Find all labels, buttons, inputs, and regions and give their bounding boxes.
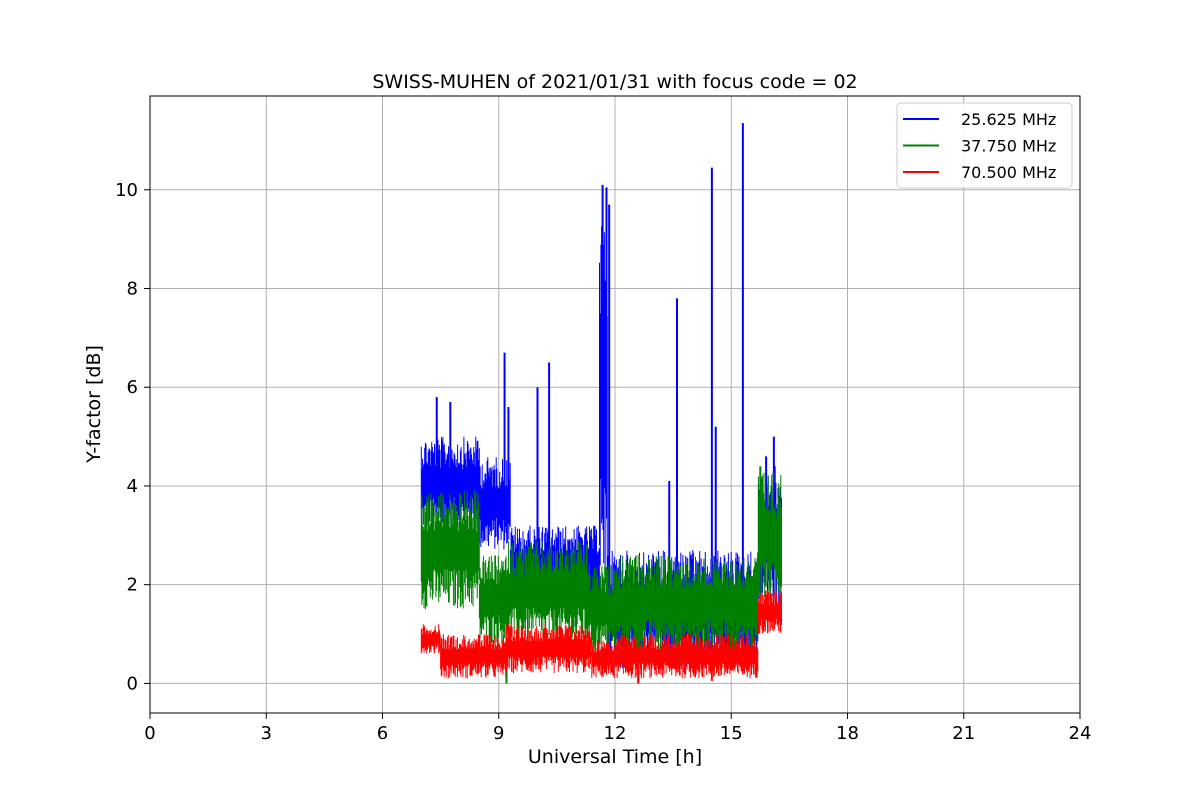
series-band <box>420 472 782 654</box>
y-tick-label: 6 <box>127 377 138 398</box>
series-band <box>420 589 782 679</box>
legend-label: 25.625 MHz <box>961 110 1056 129</box>
legend-label: 70.500 MHz <box>961 163 1056 182</box>
y-axis: 0 2 4 6 8 10 <box>115 180 150 694</box>
y-tick-label: 10 <box>115 180 138 201</box>
y-axis-label: Y-factor [dB] <box>83 345 105 464</box>
series-layer <box>420 123 782 684</box>
x-tick-label: 6 <box>377 723 388 744</box>
x-tick-label: 15 <box>720 723 743 744</box>
y-tick-label: 0 <box>127 673 138 694</box>
x-tick-label: 18 <box>836 723 859 744</box>
x-axis: 0 3 6 9 12 15 18 21 24 <box>144 713 1091 744</box>
legend-box <box>896 102 1073 189</box>
y-tick-label: 2 <box>127 575 138 596</box>
x-tick-label: 3 <box>261 723 272 744</box>
x-tick-label: 12 <box>604 723 627 744</box>
y-tick-label: 4 <box>127 476 138 497</box>
x-axis-label: Universal Time [h] <box>528 746 702 768</box>
x-tick-label: 0 <box>144 723 155 744</box>
plot-area <box>420 123 782 684</box>
legend-label: 37.750 MHz <box>961 137 1056 156</box>
x-tick-label: 21 <box>952 723 975 744</box>
chart-title: SWISS-MUHEN of 2021/01/31 with focus cod… <box>372 71 857 93</box>
legend: 25.625 MHz 37.750 MHz 70.500 MHz <box>896 102 1073 189</box>
y-tick-label: 8 <box>127 279 138 300</box>
x-tick-label: 24 <box>1069 723 1092 744</box>
x-tick-label: 9 <box>493 723 504 744</box>
series-2 <box>420 589 782 684</box>
